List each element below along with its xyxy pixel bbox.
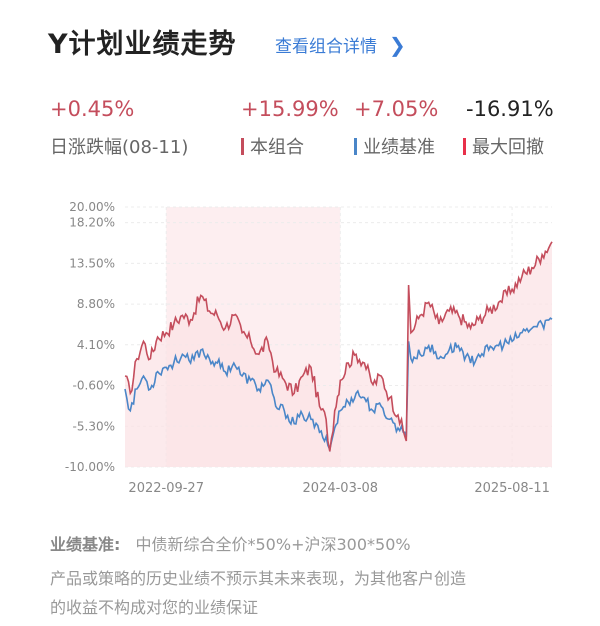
max-drawdown-value: -16.91%	[466, 97, 554, 121]
y-tick-label: -10.00%	[65, 460, 115, 474]
benchmark-note-desc: 中债新综合全价*50%+沪深300*50%	[135, 535, 411, 554]
portfolio-return-value: +15.99%	[241, 97, 339, 121]
x-tick-label: 2025-08-11	[474, 481, 550, 496]
benchmark-line	[124, 317, 553, 453]
page-title: Y计划业绩走势	[48, 29, 237, 60]
benchmark-legend: 业绩基准	[354, 133, 435, 159]
y-tick-label: -5.30%	[73, 419, 115, 433]
x-tick-label: 2024-03-08	[303, 481, 379, 496]
portfolio-area	[125, 241, 552, 467]
y-tick-label: 18.20%	[69, 216, 115, 230]
benchmark-legend-label: 业绩基准	[363, 137, 435, 158]
disclaimer-line-1: 产品或策略的历史业绩不预示其未来表现，为其他客户创造	[50, 569, 467, 588]
benchmark-return-value: +7.05%	[354, 97, 439, 121]
portfolio-legend-label: 本组合	[250, 137, 304, 158]
portfolio-legend: 本组合	[241, 133, 304, 159]
portfolio-line	[124, 241, 553, 452]
y-tick-label: 20.00%	[69, 200, 115, 214]
detail-link-label: 查看组合详情	[275, 37, 377, 57]
drawdown-legend: 最大回撤	[463, 133, 544, 159]
chevron-right-icon: ❯	[389, 32, 406, 57]
daily-change-value: +0.45%	[50, 97, 135, 121]
drawdown-legend-swatch	[463, 138, 466, 155]
y-tick-label: -0.60%	[73, 379, 115, 393]
benchmark-note-key: 业绩基准:	[50, 535, 121, 554]
performance-chart: 20.00% 18.20% 13.50% 8.80% 4.10% -0.60% -5.30%…	[65, 200, 553, 496]
benchmark-note: 业绩基准: 中债新综合全价*50%+沪深300*50%	[50, 531, 411, 555]
daily-change-label: 日涨跌幅(08-11)	[50, 137, 189, 158]
portfolio-legend-swatch	[241, 138, 244, 155]
drawdown-legend-label: 最大回撤	[472, 137, 544, 158]
disclaimer-line-2: 的收益不构成对您的业绩保证	[50, 598, 259, 617]
view-portfolio-details-link[interactable]: 查看组合详情 ❯	[275, 32, 406, 58]
benchmark-legend-swatch	[354, 138, 357, 155]
y-tick-label: 13.50%	[69, 256, 115, 270]
y-tick-label: 8.80%	[77, 297, 115, 311]
x-tick-label: 2022-09-27	[128, 481, 204, 496]
y-tick-label: 4.10%	[77, 338, 115, 352]
